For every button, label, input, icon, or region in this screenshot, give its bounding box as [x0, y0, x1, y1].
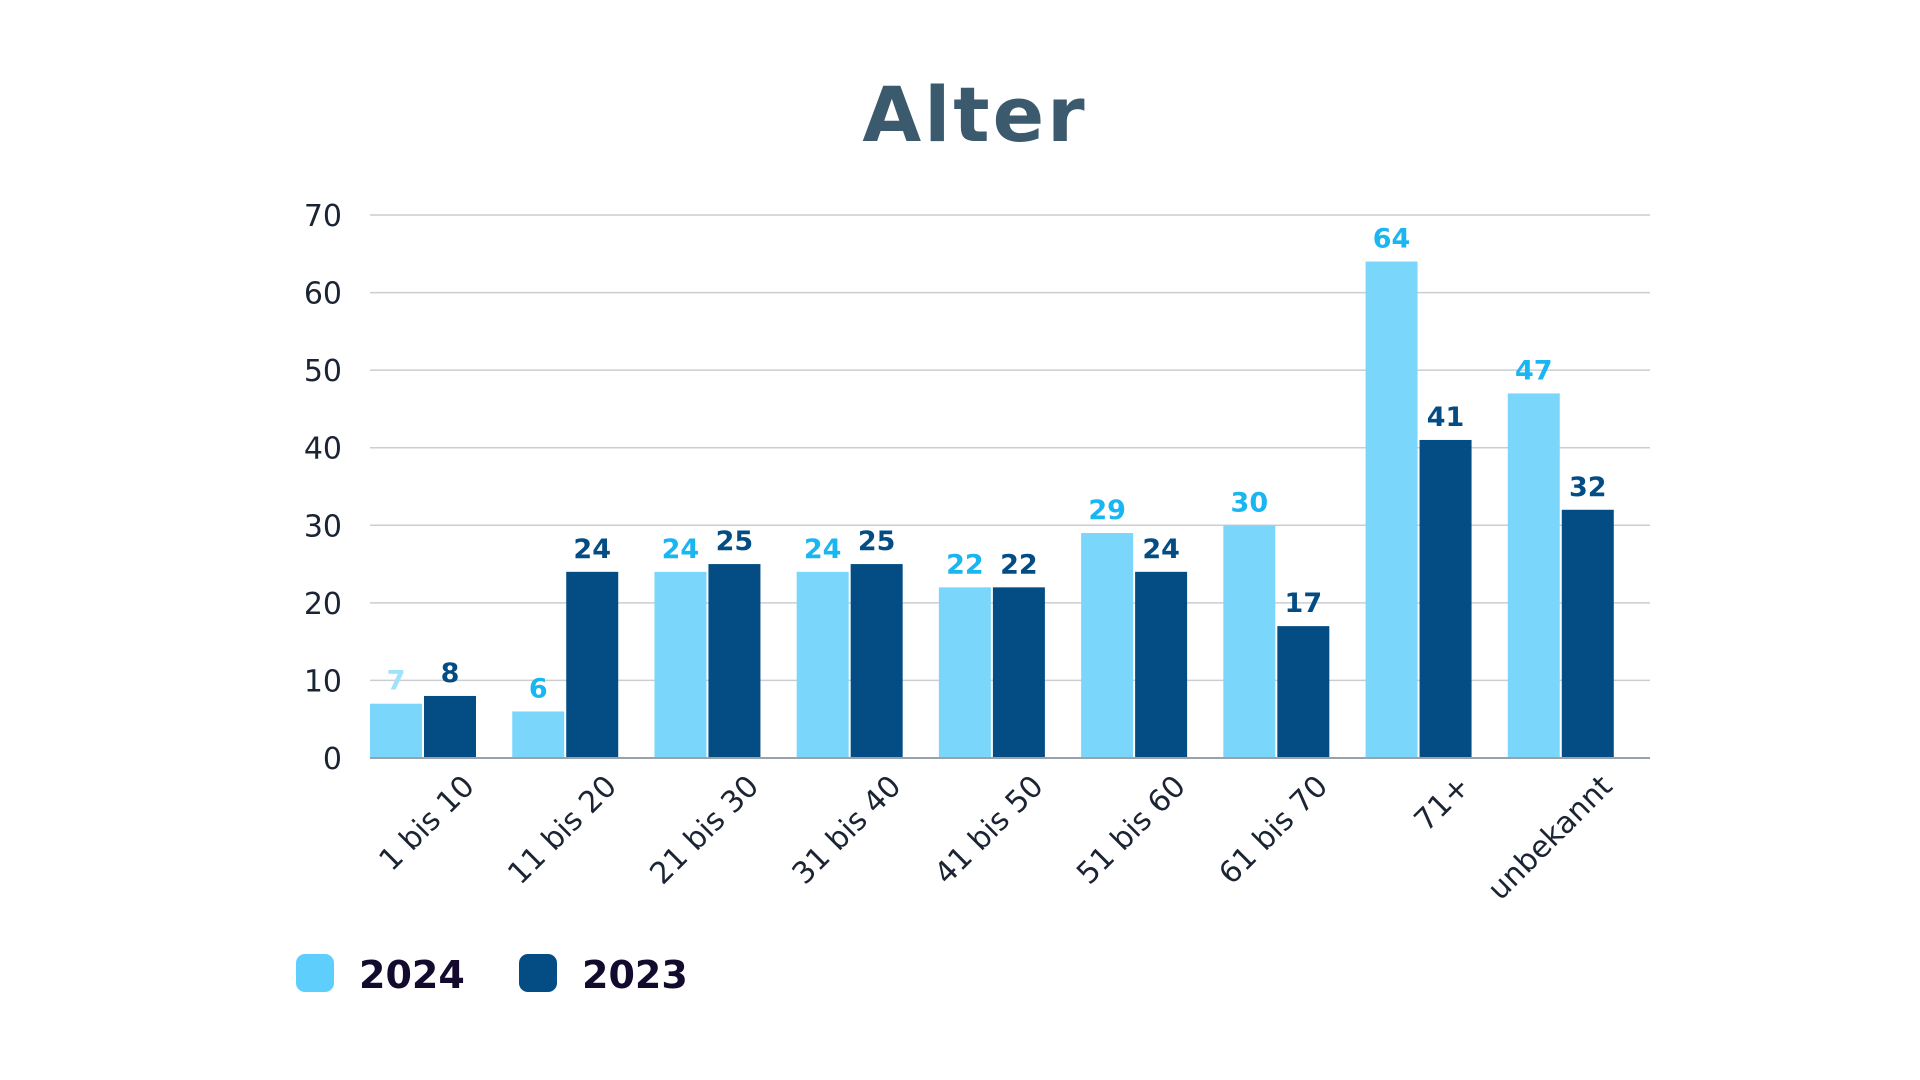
- bar-2023: [1419, 439, 1472, 758]
- bar-2023: [992, 587, 1045, 758]
- legend-swatch-2023: [519, 954, 557, 992]
- bar-2023: [1561, 509, 1614, 758]
- y-axis-ticks: 0 10 20 30 40 50 60 70: [304, 199, 342, 777]
- data-label-2024: 7: [387, 666, 406, 697]
- data-label-2023: 25: [858, 526, 896, 557]
- x-tick-label: 21 bis 30: [643, 769, 766, 892]
- bar-2024: [1223, 525, 1276, 758]
- data-label-2023: 24: [573, 534, 611, 565]
- bar-2023: [708, 564, 761, 758]
- y-tick-label: 40: [304, 432, 342, 467]
- y-tick-label: 10: [304, 664, 342, 699]
- bar-2024: [654, 571, 707, 758]
- bars: [370, 261, 1614, 758]
- data-labels: 7 8 6 24 24 25 24 25 22 22 29 24 30 17 64 41 47 32: [387, 224, 1607, 705]
- bar-2023: [424, 695, 476, 758]
- y-tick-label: 70: [304, 199, 342, 234]
- chart-title: Alter: [862, 70, 1087, 159]
- data-label-2024: 24: [804, 534, 842, 565]
- data-label-2024: 47: [1515, 355, 1553, 386]
- y-tick-label: 60: [304, 277, 342, 312]
- x-tick-label: 11 bis 20: [501, 769, 624, 892]
- x-tick-label: 1 bis 10: [373, 769, 482, 878]
- bar-2023: [850, 564, 903, 758]
- bar-2024: [1081, 533, 1134, 758]
- data-label-2024: 24: [662, 534, 700, 565]
- bar-2023: [1277, 626, 1330, 758]
- bar-2023: [566, 571, 619, 758]
- data-label-2023: 17: [1285, 588, 1323, 619]
- y-tick-label: 0: [323, 742, 342, 777]
- y-tick-label: 30: [304, 509, 342, 544]
- bar-2023: [1135, 571, 1188, 758]
- legend-label-2024: 2024: [359, 953, 465, 997]
- data-label-2024: 6: [529, 673, 548, 704]
- bar-2024: [796, 571, 849, 758]
- x-tick-label: 31 bis 40: [786, 769, 909, 892]
- data-label-2023: 8: [441, 658, 460, 689]
- x-tick-label: 51 bis 60: [1070, 769, 1193, 892]
- y-tick-label: 50: [304, 354, 342, 389]
- bar-2024: [1507, 393, 1560, 758]
- bar-2024: [370, 703, 422, 758]
- bar-2024: [512, 711, 565, 758]
- x-tick-label: 61 bis 70: [1212, 769, 1335, 892]
- data-label-2024: 30: [1231, 487, 1269, 518]
- data-label-2023: 24: [1142, 534, 1180, 565]
- bar-2024: [938, 587, 991, 758]
- data-label-2024: 64: [1373, 224, 1411, 255]
- data-label-2023: 22: [1000, 549, 1038, 580]
- bar-2024: [1365, 261, 1418, 758]
- legend-swatch-2024: [296, 954, 334, 992]
- data-label-2023: 32: [1569, 472, 1607, 503]
- x-tick-label: unbekannt: [1481, 769, 1619, 907]
- legend-label-2023: 2023: [582, 953, 688, 997]
- data-label-2024: 29: [1088, 495, 1126, 526]
- x-tick-label: 41 bis 50: [928, 769, 1051, 892]
- data-label-2024: 22: [946, 549, 984, 580]
- legend: 2024 2023: [296, 953, 688, 997]
- x-axis-ticks: 1 bis 10 11 bis 20 21 bis 30 31 bis 40 41 bi…: [373, 769, 1620, 907]
- data-label-2023: 41: [1427, 402, 1465, 433]
- data-label-2023: 25: [716, 526, 754, 557]
- x-tick-label: 71+: [1408, 769, 1478, 839]
- y-tick-label: 20: [304, 587, 342, 622]
